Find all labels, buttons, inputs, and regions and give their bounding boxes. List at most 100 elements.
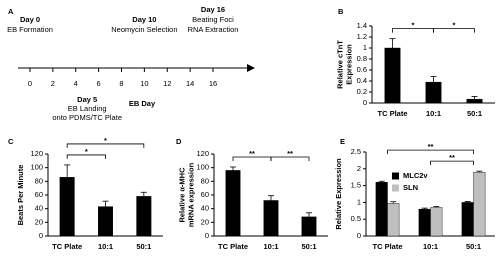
x-axis-label: EB Day [129, 99, 156, 108]
y-tick-label: 0.8 [357, 54, 367, 63]
panel-label: C [8, 137, 14, 146]
y-axis-label: Relative Expression [334, 158, 343, 230]
x-tick-label: 8 [119, 79, 123, 88]
significance-label: * [453, 21, 456, 30]
legend-label: MLC2v [403, 171, 428, 180]
y-tick-label: 120 [30, 149, 43, 158]
error-bar [433, 206, 440, 208]
bar [98, 206, 113, 237]
legend-swatch [392, 172, 399, 180]
x-tick-label: 4 [74, 79, 78, 88]
y-tick-label: 20 [35, 217, 43, 226]
x-tick-label: 12 [163, 79, 171, 88]
x-tick-label: 14 [186, 79, 194, 88]
y-axis-label: mRNA expression [186, 162, 195, 227]
y-tick-label: 40 [201, 204, 209, 213]
event-label: RNA Extraction [188, 25, 239, 34]
event-label: Day 10 [132, 15, 156, 24]
significance-bracket [66, 154, 106, 159]
bar [301, 216, 317, 237]
event-label: Day 16 [201, 5, 225, 14]
y-tick-label: 0.5 [351, 214, 361, 223]
event-label: Neomycin Selection [111, 25, 177, 34]
y-tick-label: 1 [357, 197, 361, 206]
significance-bracket [66, 143, 145, 148]
significance-label: ** [249, 149, 255, 158]
y-axis-label: Relative α-MHC [177, 167, 186, 223]
event-label: EB Formation [7, 25, 53, 34]
x-tick-label: 16 [209, 79, 217, 88]
y-tick-label: 80 [35, 176, 43, 185]
y-tick-label: 2.5 [351, 147, 361, 156]
y-tick-label: 1.5 [351, 181, 361, 190]
y-tick-label: 80 [201, 176, 209, 185]
significance-label: ** [449, 153, 455, 162]
x-tick-label: 2 [51, 79, 55, 88]
x-tick-label: 50:1 [467, 109, 482, 118]
bar [466, 98, 483, 104]
x-tick-label: 50:1 [301, 242, 316, 251]
timeline-event: Day 0EB Formation [7, 15, 53, 34]
y-tick-label: 0.2 [357, 87, 367, 96]
y-tick-label: 0 [205, 231, 209, 240]
x-tick-label: 50:1 [466, 242, 481, 251]
significance-label: ** [287, 149, 293, 158]
event-label: Beating Foci [192, 15, 234, 24]
x-tick-label: 10 [140, 79, 148, 88]
y-tick-label: 1 [363, 43, 367, 52]
error-bar [306, 212, 312, 217]
timeline-arrowhead [247, 64, 255, 72]
event-label: onto PDMS/TC Plate [52, 113, 122, 122]
bar [225, 170, 241, 237]
event-label: Day 5 [77, 95, 97, 104]
y-tick-label: 0 [39, 231, 43, 240]
bar [425, 81, 442, 104]
panel-label: A [8, 7, 14, 16]
error-bar [421, 207, 428, 210]
bar [136, 196, 152, 237]
bar [473, 171, 486, 237]
y-tick-label: 60 [35, 190, 43, 199]
y-axis-label: Beats Per Minute [16, 165, 25, 226]
x-tick-label: 50:1 [136, 242, 151, 251]
bar [430, 207, 443, 237]
x-tick-label: TC Plate [372, 242, 402, 251]
x-tick-label: TC Plate [377, 109, 407, 118]
y-tick-label: 100 [30, 163, 43, 172]
significance-bracket [387, 149, 474, 155]
error-bar [471, 96, 478, 100]
error-bar [268, 195, 274, 201]
significance-bracket [430, 160, 474, 166]
y-tick-label: 0.4 [357, 76, 367, 85]
y-tick-label: 1.2 [357, 32, 367, 41]
x-tick-label: 10:1 [426, 109, 441, 118]
y-axis-label: Relative cTnT [335, 40, 344, 89]
significance-label: * [85, 147, 88, 156]
x-tick-label: 0 [28, 79, 32, 88]
x-tick-label: 10:1 [263, 242, 278, 251]
error-bar [430, 76, 437, 83]
bar [59, 177, 75, 237]
significance-label: ** [428, 142, 434, 151]
y-tick-label: 0 [363, 98, 367, 107]
error-bar [464, 200, 471, 203]
event-label: Day 0 [20, 15, 40, 24]
panel-label: D [176, 137, 182, 146]
y-tick-label: 2 [357, 164, 361, 173]
error-bar [378, 180, 385, 183]
y-tick-label: 0 [357, 231, 361, 240]
panel-label: E [340, 137, 345, 146]
event-label: EB Landing [68, 104, 107, 113]
error-bar [230, 166, 236, 171]
y-tick-label: 1.4 [357, 21, 367, 30]
error-bar [64, 164, 71, 178]
y-tick-label: 100 [196, 163, 209, 172]
error-bar [390, 201, 397, 204]
legend-swatch [392, 184, 399, 192]
bar [418, 208, 431, 237]
x-tick-label: TC Plate [218, 242, 248, 251]
